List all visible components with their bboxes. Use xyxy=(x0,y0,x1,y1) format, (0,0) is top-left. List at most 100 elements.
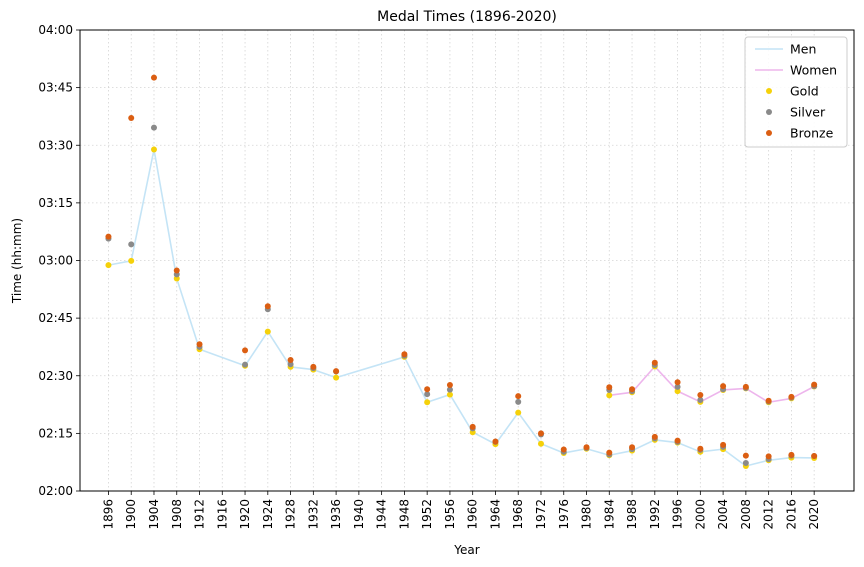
bronze-medal-point xyxy=(720,383,727,390)
y-tick-label: 02:30 xyxy=(38,369,73,383)
bronze-medal-point xyxy=(446,381,453,388)
x-tick-label: 1936 xyxy=(329,499,343,530)
y-tick-label: 02:00 xyxy=(38,484,73,498)
bronze-medal-point xyxy=(537,430,544,437)
silver-medal-point xyxy=(242,361,249,368)
y-axis-label: Time (hh:mm) xyxy=(10,218,24,304)
bronze-medal-point xyxy=(629,386,636,393)
bronze-medal-point xyxy=(128,114,135,121)
bronze-medal-point xyxy=(515,393,522,400)
bronze-medal-point xyxy=(333,368,340,375)
bronze-medal-point xyxy=(788,451,795,458)
silver-medal-point xyxy=(446,386,453,393)
bronze-medal-point xyxy=(196,341,203,348)
bronze-medal-point xyxy=(674,379,681,386)
legend-swatch-gold xyxy=(766,88,772,94)
x-tick-label: 2008 xyxy=(739,499,753,530)
chart-title: Medal Times (1896-2020) xyxy=(377,9,557,25)
x-tick-label: 2000 xyxy=(693,499,707,530)
x-tick-label: 1976 xyxy=(557,499,571,530)
bronze-medal-point xyxy=(697,391,704,398)
x-tick-label: 1964 xyxy=(488,499,502,530)
x-tick-label: 1908 xyxy=(170,499,184,530)
bronze-medal-point xyxy=(606,449,613,456)
gold-medal-point xyxy=(173,275,180,282)
x-tick-label: 1968 xyxy=(511,499,525,530)
silver-medal-point xyxy=(128,241,135,248)
bronze-medal-point xyxy=(242,347,249,354)
x-tick-label: 1952 xyxy=(420,499,434,530)
x-tick-label: 1984 xyxy=(602,499,616,530)
gold-medal-point xyxy=(424,399,431,406)
legend-swatch-silver xyxy=(766,109,772,115)
gold-medal-point xyxy=(333,374,340,381)
bronze-medal-point xyxy=(173,267,180,274)
x-tick-label: 2012 xyxy=(762,499,776,530)
silver-medal-point xyxy=(742,459,749,466)
bronze-medal-point xyxy=(651,359,658,366)
x-tick-label: 1944 xyxy=(375,499,389,530)
bronze-medal-point xyxy=(765,397,772,404)
legend-label-bronze: Bronze xyxy=(790,126,834,141)
bronze-medal-point xyxy=(492,438,499,445)
legend-swatch-bronze xyxy=(766,130,772,136)
x-tick-label: 2020 xyxy=(807,499,821,530)
gold-medal-point xyxy=(537,440,544,447)
gold-medal-point xyxy=(105,262,112,269)
bronze-medal-point xyxy=(811,381,818,388)
bronze-medal-point xyxy=(287,356,294,363)
bronze-medal-point xyxy=(264,303,271,310)
x-tick-label: 2004 xyxy=(716,499,730,530)
bronze-medal-point xyxy=(742,452,749,459)
bronze-medal-point xyxy=(424,386,431,393)
x-tick-label: 1956 xyxy=(443,499,457,530)
bronze-medal-point xyxy=(742,383,749,390)
bronze-medal-point xyxy=(150,74,157,81)
silver-medal-point xyxy=(674,383,681,390)
gold-medal-point xyxy=(264,328,271,335)
x-tick-label: 1900 xyxy=(124,499,138,530)
silver-medal-point xyxy=(287,361,294,368)
x-tick-label: 1940 xyxy=(352,499,366,530)
legend-box xyxy=(744,36,848,148)
x-tick-label: 1916 xyxy=(215,499,229,530)
x-tick-label: 1972 xyxy=(534,499,548,530)
x-tick-label: 1928 xyxy=(284,499,298,530)
gold-medal-point xyxy=(128,257,135,264)
y-tick-label: 03:15 xyxy=(38,196,73,210)
bronze-medal-point xyxy=(765,453,772,460)
silver-medal-point xyxy=(697,396,704,403)
bronze-medal-point xyxy=(674,437,681,444)
x-tick-label: 1980 xyxy=(580,499,594,530)
bronze-medal-point xyxy=(606,384,613,391)
legend-label-women: Women xyxy=(790,63,837,78)
y-tick-label: 03:00 xyxy=(38,254,73,268)
bronze-medal-point xyxy=(105,233,112,240)
bronze-medal-point xyxy=(401,351,408,358)
x-tick-label: 1996 xyxy=(671,499,685,530)
y-tick-label: 03:30 xyxy=(38,138,73,152)
women-series-line xyxy=(609,365,815,404)
gold-medal-point xyxy=(446,391,453,398)
x-tick-label: 2016 xyxy=(784,499,798,530)
gold-medal-point xyxy=(674,388,681,395)
x-tick-label: 1932 xyxy=(306,499,320,530)
silver-medal-point xyxy=(424,391,431,398)
bronze-medal-point xyxy=(697,445,704,452)
bronze-medal-point xyxy=(651,433,658,440)
bronze-medal-point xyxy=(788,393,795,400)
y-tick-label: 03:45 xyxy=(38,81,73,95)
x-tick-label: 1904 xyxy=(147,499,161,530)
bronze-medal-point xyxy=(720,441,727,448)
x-axis-label: Year xyxy=(453,543,479,557)
legend-label-silver: Silver xyxy=(790,105,826,120)
x-tick-label: 1920 xyxy=(238,499,252,530)
x-tick-label: 1924 xyxy=(261,499,275,530)
bronze-medal-point xyxy=(560,446,567,453)
y-tick-label: 04:00 xyxy=(38,23,73,37)
silver-medal-point xyxy=(150,124,157,131)
series-points xyxy=(105,74,818,470)
gold-medal-point xyxy=(606,392,613,399)
